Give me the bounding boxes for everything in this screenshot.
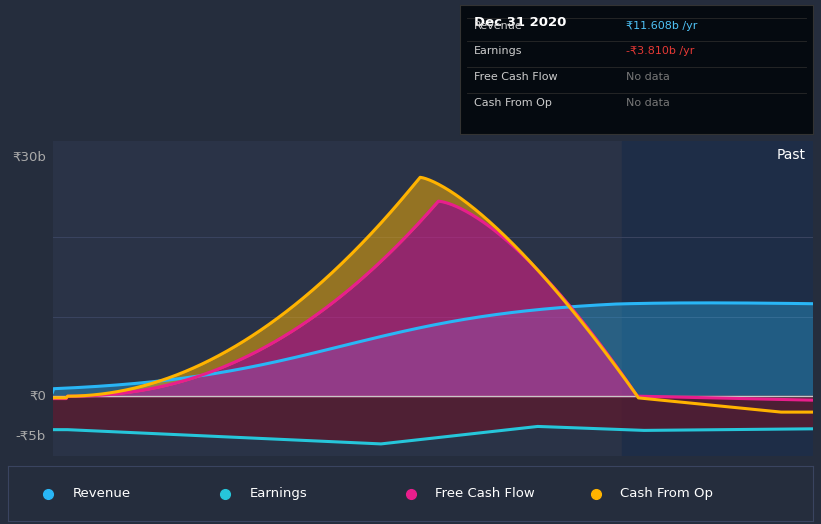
Text: Free Cash Flow: Free Cash Flow (434, 487, 534, 500)
Text: Earnings: Earnings (250, 487, 307, 500)
Bar (621, 141, 813, 456)
Text: Dec 31 2020: Dec 31 2020 (474, 16, 566, 28)
Text: Free Cash Flow: Free Cash Flow (474, 72, 557, 82)
Text: ₹11.608b /yr: ₹11.608b /yr (626, 20, 697, 30)
Text: Cash From Op: Cash From Op (474, 97, 552, 107)
Text: No data: No data (626, 97, 670, 107)
Text: ₹0: ₹0 (29, 390, 46, 402)
Text: Past: Past (776, 148, 805, 162)
Text: -₹5b: -₹5b (16, 430, 46, 442)
Text: -₹3.810b /yr: -₹3.810b /yr (626, 46, 694, 56)
Text: Earnings: Earnings (474, 46, 522, 56)
Text: ₹30b: ₹30b (11, 151, 46, 164)
Text: Revenue: Revenue (72, 487, 131, 500)
Text: No data: No data (626, 72, 670, 82)
Text: Cash From Op: Cash From Op (620, 487, 713, 500)
Text: Revenue: Revenue (474, 20, 523, 30)
